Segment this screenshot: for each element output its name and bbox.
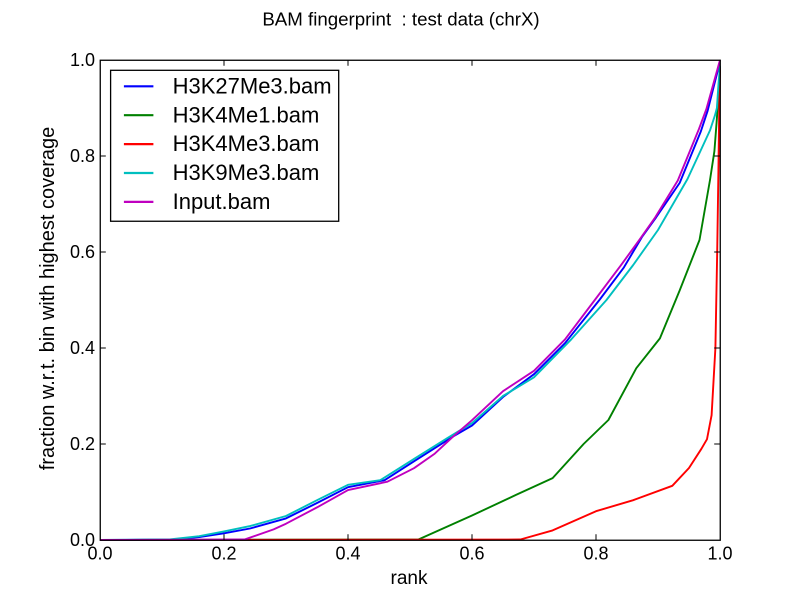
svg-text:0.8: 0.8	[583, 544, 608, 564]
svg-text:H3K4Me3.bam: H3K4Me3.bam	[173, 131, 320, 156]
svg-text:H3K9Me3.bam: H3K9Me3.bam	[173, 160, 320, 185]
svg-text:H3K4Me1.bam: H3K4Me1.bam	[173, 102, 320, 127]
svg-text:0.6: 0.6	[70, 242, 95, 262]
svg-text:0.4: 0.4	[70, 338, 95, 358]
svg-text:0.2: 0.2	[211, 544, 236, 564]
svg-text:0.0: 0.0	[87, 544, 112, 564]
svg-text:1.0: 1.0	[707, 544, 732, 564]
svg-text:Input.bam: Input.bam	[173, 189, 271, 214]
svg-text:0.2: 0.2	[70, 434, 95, 454]
svg-text:0.8: 0.8	[70, 146, 95, 166]
svg-text:0.6: 0.6	[459, 544, 484, 564]
svg-text:fraction w.r.t. bin with highe: fraction w.r.t. bin with highest coverag…	[37, 127, 59, 471]
svg-text:BAM fingerprint : test data (: BAM fingerprint : test data (chrX)	[262, 9, 539, 30]
svg-text:0.4: 0.4	[335, 544, 360, 564]
svg-text:H3K27Me3.bam: H3K27Me3.bam	[173, 73, 332, 98]
svg-text:0.0: 0.0	[70, 530, 95, 550]
svg-text:1.0: 1.0	[70, 50, 95, 70]
svg-text:rank: rank	[391, 568, 428, 589]
